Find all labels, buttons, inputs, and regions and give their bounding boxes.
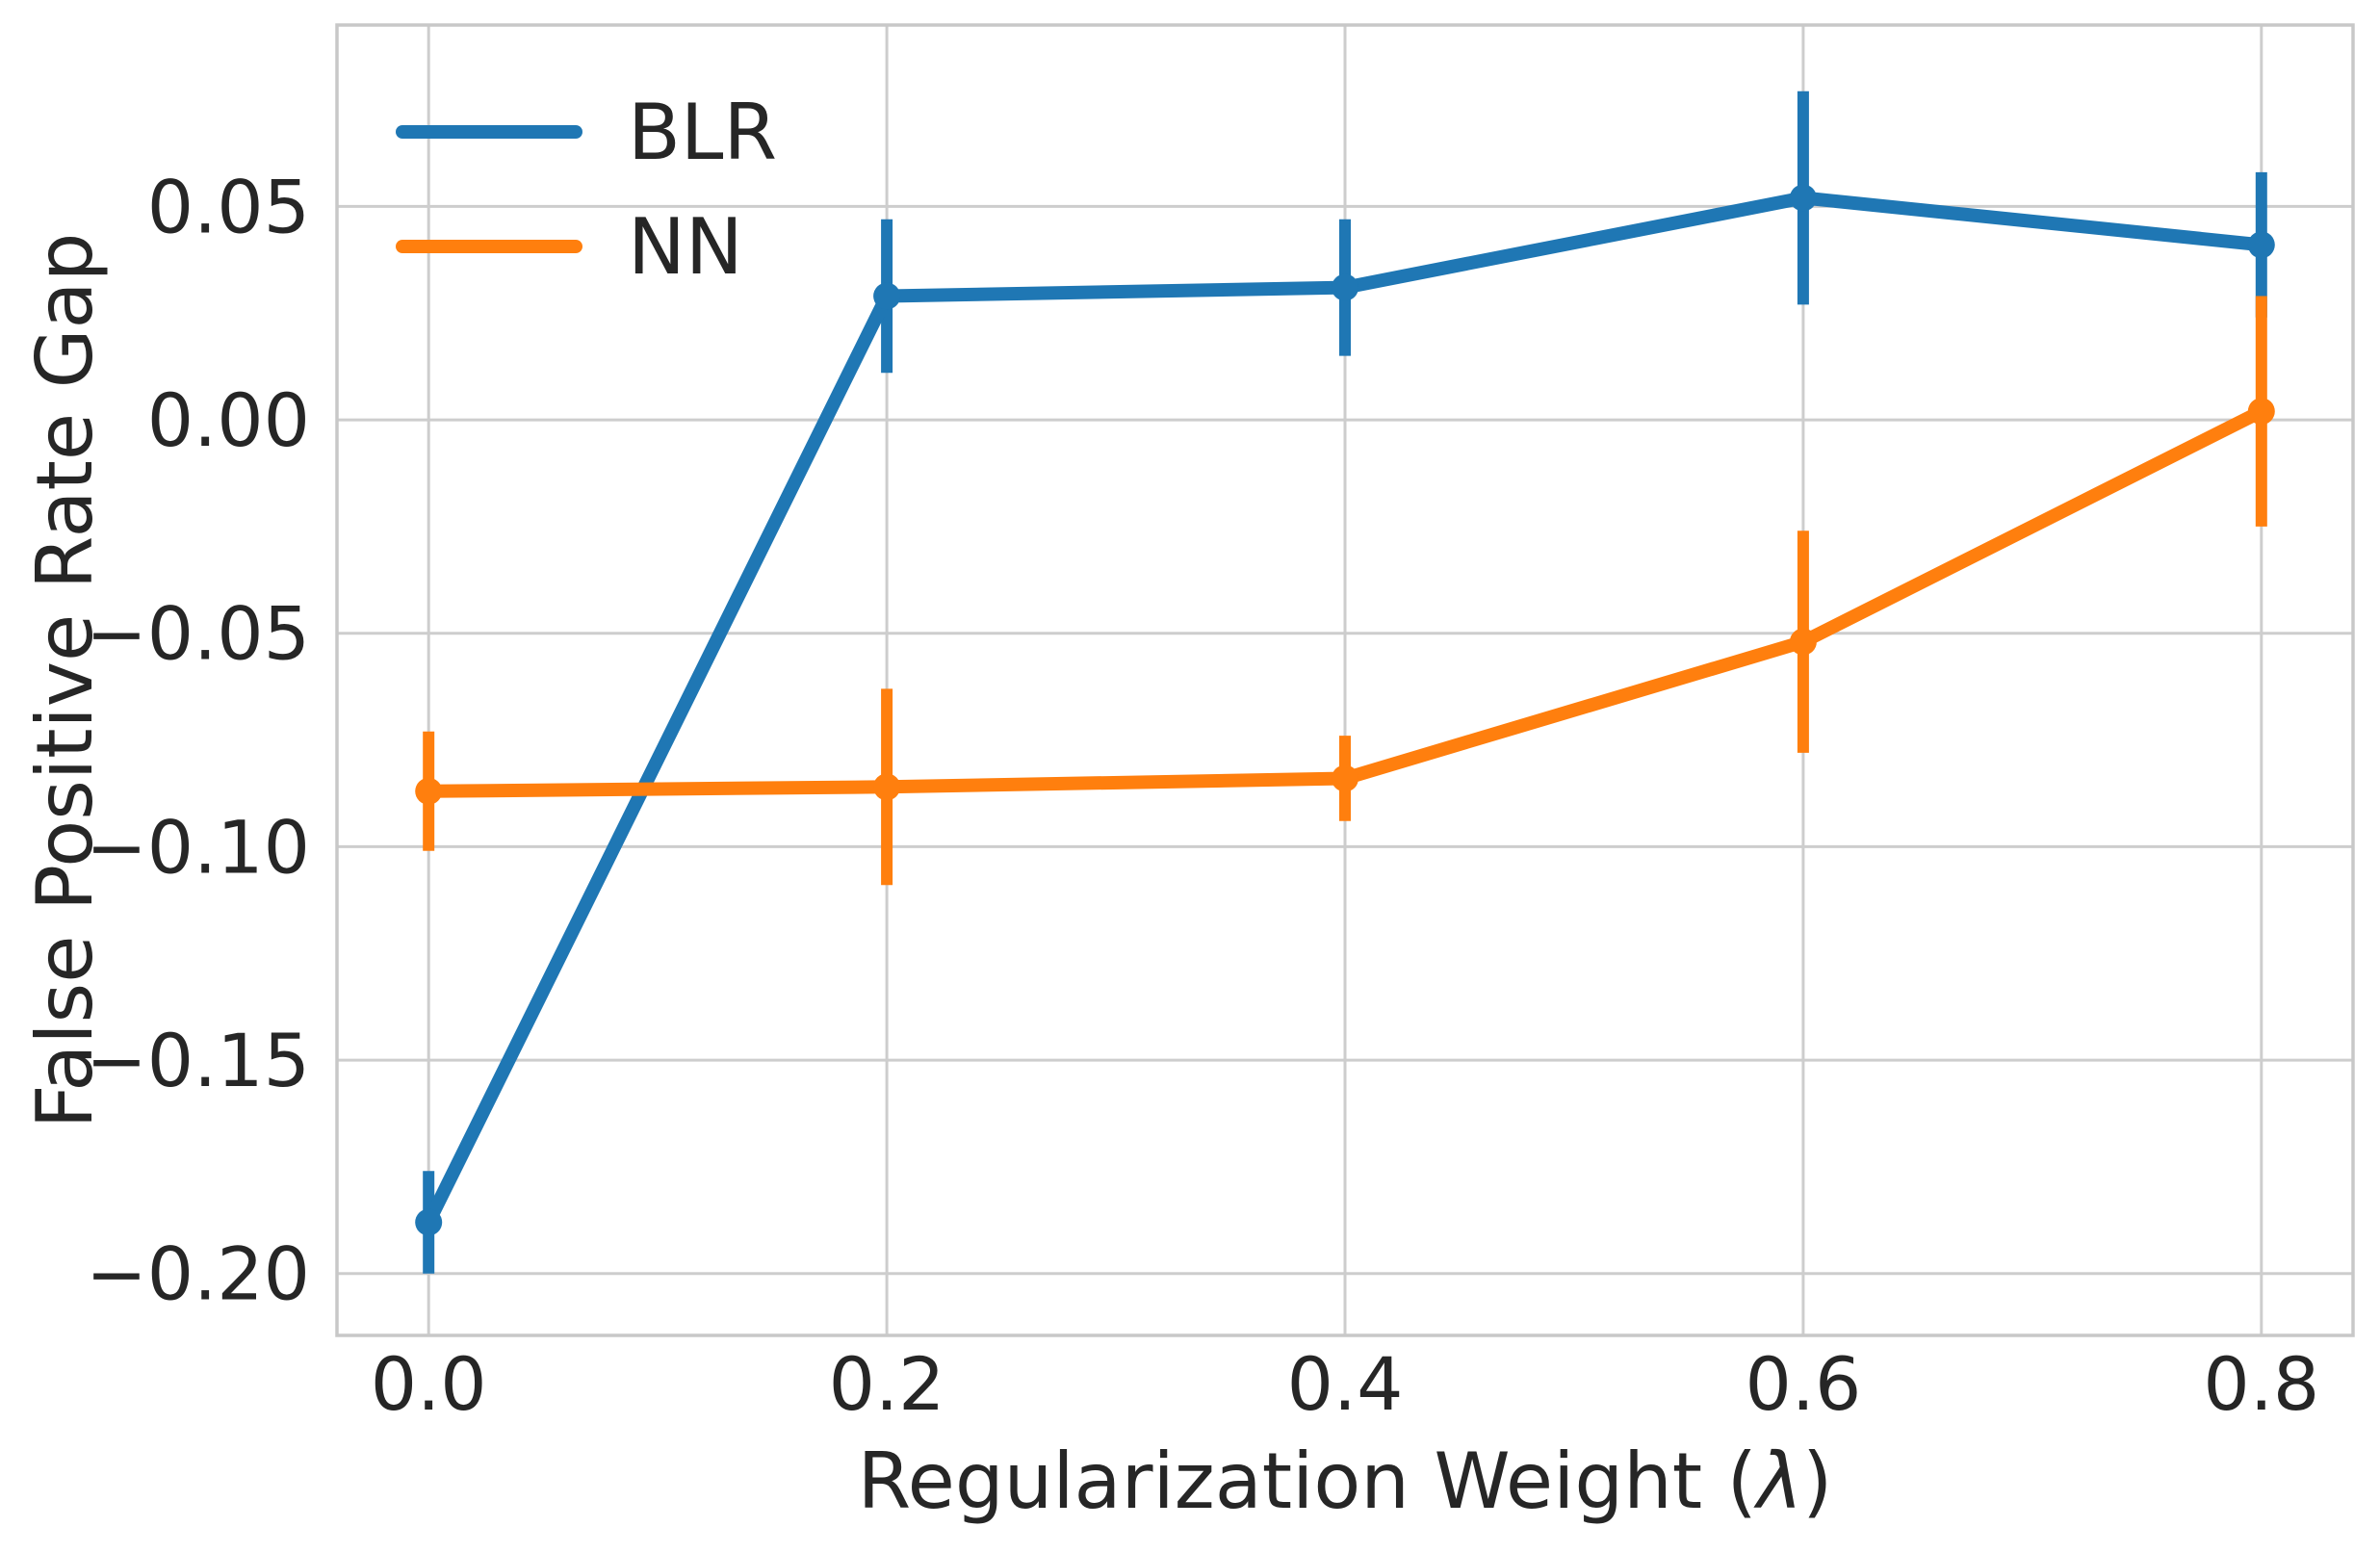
- data-point: [415, 777, 443, 805]
- legend: BLR NN: [396, 88, 777, 292]
- tick-labels-layer: 0.05 0.00 −0.05 −0.10 −0.15 −0.20 0.0 0.2 0.4 0.6…: [86, 164, 2319, 1427]
- y-tick-label: 0.00: [147, 377, 310, 463]
- x-tick-label: 0.4: [1287, 1341, 1404, 1427]
- series-layer: [415, 91, 2275, 1274]
- series-NN: [415, 296, 2275, 886]
- x-tick-label: 0.2: [829, 1341, 945, 1427]
- legend-label-NN: NN: [628, 202, 743, 292]
- y-tick-label: −0.05: [86, 591, 310, 677]
- legend-label-BLR: BLR: [628, 88, 777, 177]
- series-BLR: [415, 91, 2275, 1274]
- x-axis-label: Regularization Weight (λ): [858, 1437, 1833, 1526]
- data-point: [1789, 628, 1817, 656]
- y-tick-label: −0.20: [86, 1231, 310, 1317]
- plot-border: [335, 23, 2355, 1337]
- data-point: [415, 1208, 443, 1236]
- data-point: [1789, 184, 1817, 212]
- data-point: [873, 773, 901, 801]
- y-tick-label: 0.05: [147, 164, 310, 249]
- data-point: [2247, 398, 2275, 426]
- y-tick-label: −0.15: [86, 1018, 310, 1103]
- axis-labels-layer: Regularization Weight (λ) False Positive …: [20, 233, 1832, 1526]
- spines-layer: [335, 23, 2355, 1337]
- data-point: [2247, 231, 2275, 259]
- y-tick-label: −0.10: [86, 804, 310, 890]
- data-point: [1332, 764, 1358, 792]
- x-tick-label: 0.0: [371, 1341, 487, 1427]
- x-tick-label: 0.6: [1745, 1341, 1861, 1427]
- data-point: [1332, 273, 1358, 301]
- y-axis-label: False Positive Rate Gap: [20, 233, 110, 1129]
- data-point: [873, 282, 901, 310]
- x-tick-label: 0.8: [2203, 1341, 2319, 1427]
